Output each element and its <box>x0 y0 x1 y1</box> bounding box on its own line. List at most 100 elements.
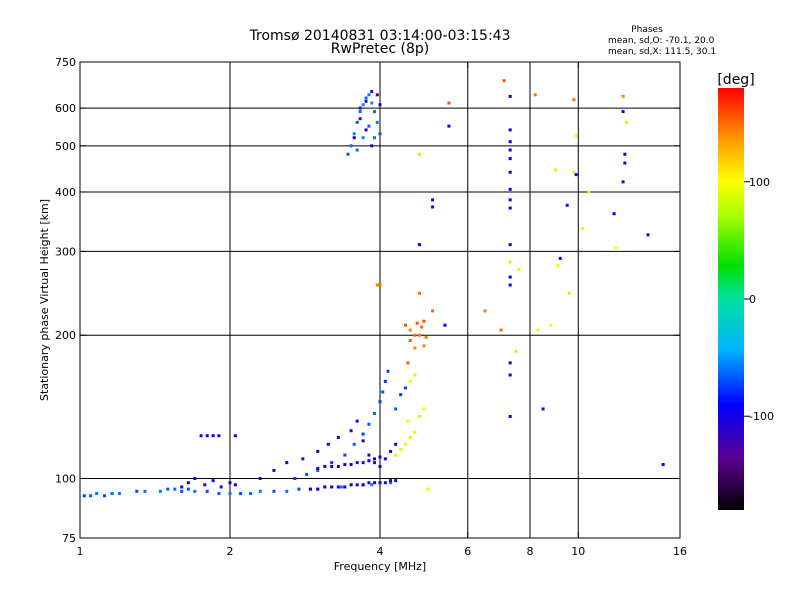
data-point <box>403 442 407 446</box>
data-point <box>413 333 417 337</box>
data-point <box>508 414 512 418</box>
data-point <box>349 429 353 433</box>
data-point <box>426 487 430 491</box>
data-point <box>272 489 276 493</box>
data-point <box>556 264 560 268</box>
data-point <box>361 439 365 443</box>
data-point <box>316 466 320 470</box>
data-point <box>558 256 562 260</box>
data-point <box>308 487 312 491</box>
data-point <box>349 483 353 487</box>
data-point <box>228 492 232 496</box>
data-point <box>417 414 421 418</box>
data-point <box>361 103 365 107</box>
data-point <box>612 212 616 216</box>
data-point <box>355 120 359 124</box>
plot-frame <box>79 61 681 539</box>
series-x-trace-f1-band <box>316 455 382 470</box>
data-point <box>364 99 368 103</box>
data-point <box>367 93 371 97</box>
data-point <box>367 481 371 485</box>
data-point <box>358 106 362 110</box>
axis-ticks: 1 2 4 6 8 10 16 75 100 200 300 400 500 600 750 <box>55 56 687 558</box>
data-point <box>549 323 553 327</box>
data-point <box>541 407 545 411</box>
data-point <box>399 448 403 452</box>
data-point <box>508 275 512 279</box>
data-point <box>508 243 512 247</box>
data-point <box>574 134 578 138</box>
data-point <box>431 198 435 202</box>
data-point <box>272 468 276 472</box>
data-point <box>386 369 390 373</box>
data-point <box>536 328 540 332</box>
data-points <box>82 79 665 498</box>
data-point <box>378 455 382 459</box>
data-point <box>258 477 262 481</box>
data-point <box>166 487 170 491</box>
data-point <box>370 483 374 487</box>
data-point <box>343 453 347 457</box>
x-tick-label: 10 <box>571 545 585 558</box>
data-point <box>285 489 289 493</box>
data-point <box>343 485 347 489</box>
data-point <box>413 346 417 350</box>
data-point <box>553 168 557 172</box>
data-point <box>205 489 209 493</box>
data-point <box>297 487 301 491</box>
data-point <box>258 489 262 493</box>
data-point <box>378 481 382 485</box>
y-tick-label: 100 <box>55 473 76 486</box>
data-point <box>352 136 356 140</box>
data-point <box>336 464 340 468</box>
data-point <box>517 267 521 271</box>
data-point <box>233 434 237 438</box>
colorbar-tick-label: 0 <box>749 293 756 306</box>
data-point <box>378 132 382 136</box>
data-point <box>186 487 190 491</box>
y-axis-label: Stationary phase Virtual Height [km] <box>38 199 51 401</box>
stats-heading: Phases <box>631 25 663 35</box>
data-point <box>389 449 393 453</box>
data-point <box>565 203 569 207</box>
x-tick-label: 1 <box>77 545 84 558</box>
data-point <box>403 323 407 327</box>
y-tick-label: 750 <box>55 56 76 69</box>
data-point <box>219 485 223 489</box>
data-point <box>483 309 487 313</box>
data-point <box>381 390 385 394</box>
data-point <box>95 492 99 496</box>
data-point <box>370 90 374 94</box>
grid-lines <box>80 62 680 538</box>
data-point <box>375 93 379 97</box>
data-point <box>378 103 382 107</box>
data-point <box>361 461 365 465</box>
data-point <box>383 481 387 485</box>
data-point <box>508 148 512 152</box>
data-point <box>373 481 377 485</box>
data-point <box>417 152 421 156</box>
data-point <box>336 485 340 489</box>
x-tick-label: 8 <box>527 545 534 558</box>
data-point <box>117 492 121 496</box>
data-point <box>508 361 512 365</box>
data-point <box>447 101 451 105</box>
data-point <box>406 361 410 365</box>
data-point <box>508 260 512 264</box>
data-point <box>346 152 350 156</box>
data-point <box>508 157 512 161</box>
data-point <box>203 483 207 487</box>
data-point <box>399 393 403 397</box>
data-point <box>293 477 297 481</box>
data-point <box>373 136 377 140</box>
data-point <box>349 144 353 148</box>
data-point <box>239 492 243 496</box>
data-point <box>508 373 512 377</box>
data-point <box>646 233 650 237</box>
data-point <box>508 198 512 202</box>
data-point <box>355 461 359 465</box>
data-point <box>567 291 571 295</box>
data-point <box>143 489 147 493</box>
series-sporadic-e-echoes <box>180 434 237 489</box>
series-x-trace-rising <box>258 419 398 481</box>
